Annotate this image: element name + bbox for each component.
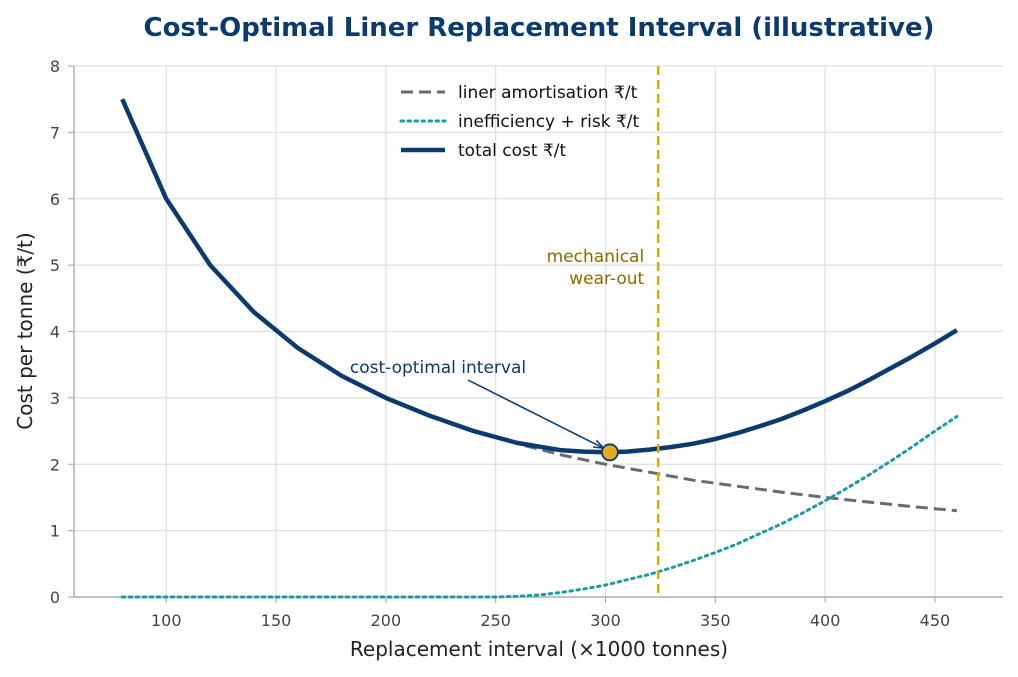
legend-label: liner amortisation ₹/t	[458, 83, 638, 103]
y-tick-label: 8	[50, 57, 60, 76]
x-tick-label: 150	[261, 611, 292, 630]
axes: 100 150 200 250 300 350 400 450 0 1 2 3 4 5 6 7 8	[50, 57, 1003, 630]
x-tick-label: 300	[590, 611, 621, 630]
chart-title: Cost-Optimal Liner Replacement Interval …	[143, 13, 934, 43]
y-tick-label: 5	[50, 256, 60, 275]
wear-out-label: mechanical	[547, 247, 645, 267]
y-tick-label: 3	[50, 389, 60, 408]
y-axis-label: Cost per tonne (₹/t)	[13, 232, 37, 429]
grid	[74, 65, 1003, 598]
series-inefficiency-risk	[120, 415, 959, 599]
x-tick-label: 250	[480, 611, 511, 630]
wear-out-label: wear-out	[569, 269, 644, 289]
y-tick-label: 1	[50, 522, 60, 541]
y-tick-label: 6	[50, 190, 60, 209]
y-tick-label: 4	[50, 323, 60, 342]
x-tick-label: 200	[371, 611, 402, 630]
legend-label: inefficiency + risk ₹/t	[458, 112, 640, 132]
optimum-arrow	[467, 379, 605, 449]
x-axis-label: Replacement interval (×1000 tonnes)	[350, 637, 728, 661]
optimum-marker	[600, 443, 619, 462]
x-tick-label: 400	[810, 611, 841, 630]
x-tick-label: 100	[151, 611, 182, 630]
legend: liner amortisation ₹/t inefficiency + ris…	[399, 83, 640, 161]
x-tick-label: 350	[700, 611, 731, 630]
series-layer	[120, 98, 959, 599]
legend-label: total cost ₹/t	[458, 141, 566, 161]
y-tick-label: 7	[50, 123, 60, 142]
series-total-cost	[120, 98, 959, 455]
y-tick-label: 0	[50, 588, 60, 607]
x-tick-label: 450	[920, 611, 951, 630]
y-tick-label: 2	[50, 455, 60, 474]
optimum-label: cost-optimal interval	[350, 358, 526, 378]
